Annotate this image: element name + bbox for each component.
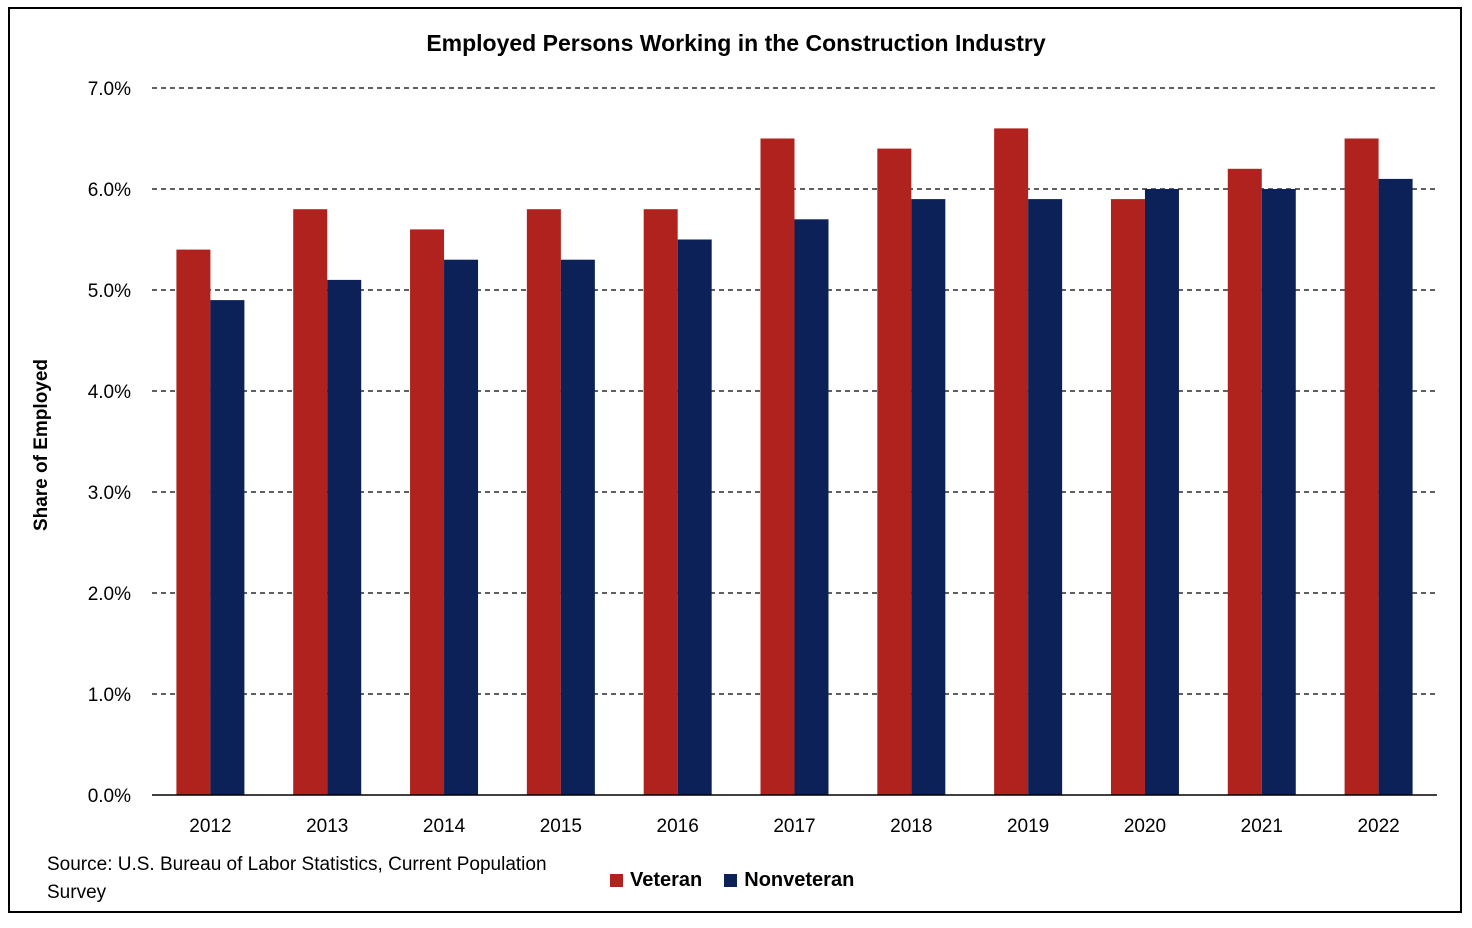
bar-veteran-2016	[643, 209, 678, 795]
bar-veteran-2022	[1344, 138, 1379, 795]
bar-nonveteran-2021	[1261, 189, 1296, 795]
bar-nonveteran-2017	[794, 219, 829, 796]
legend-item-nonveteran: Nonveteran	[724, 869, 854, 892]
y-axis-label: Share of Employed	[31, 358, 52, 532]
bar-nonveteran-2013	[327, 279, 362, 795]
y-tick-label: 1.0%	[88, 685, 131, 706]
bar-veteran-2021	[1227, 168, 1262, 796]
legend-swatch-nonveteran	[724, 874, 738, 887]
x-tick-label: 2019	[1007, 816, 1049, 837]
x-tick-labels: 2012 2013 2014 2015 2016 2017 2018 2019 2020 2021…	[189, 816, 1399, 837]
bar-nonveteran-2020	[1144, 189, 1179, 795]
bar-nonveteran-2016	[677, 239, 712, 795]
bar-nonveteran-2012	[210, 300, 245, 795]
x-tick-label: 2012	[189, 816, 231, 837]
legend-swatch-veteran	[610, 874, 623, 887]
bar-veteran-2017	[760, 138, 795, 795]
chart-title: Employed Persons Working in the Construc…	[426, 30, 1046, 56]
legend-label-veteran: Veteran	[630, 869, 703, 891]
bar-nonveteran-2014	[444, 259, 479, 795]
x-tick-label: 2015	[540, 816, 582, 837]
bar-veteran-2018	[877, 148, 912, 796]
x-tick-label: 2022	[1357, 816, 1399, 837]
source-note: Source: U.S. Bureau of Labor Statistics,…	[47, 854, 547, 903]
bar-nonveteran-2018	[911, 199, 946, 796]
x-tick-label: 2017	[773, 816, 815, 837]
x-tick-label: 2020	[1124, 816, 1166, 837]
x-tick-label: 2013	[306, 816, 348, 837]
bar-veteran-2013	[293, 209, 328, 795]
y-tick-label: 3.0%	[88, 483, 131, 504]
x-tick-label: 2016	[657, 816, 699, 837]
y-tick-label: 4.0%	[88, 382, 131, 403]
y-tick-label: 5.0%	[88, 281, 131, 302]
bar-nonveteran-2019	[1028, 199, 1063, 796]
bar-veteran-2015	[526, 209, 561, 795]
bar-veteran-2012	[176, 249, 211, 796]
x-tick-label: 2014	[423, 816, 466, 837]
bar-veteran-2020	[1110, 199, 1145, 796]
bars	[176, 128, 1413, 796]
chart-frame	[8, 7, 1462, 913]
legend-label-nonveteran: Nonveteran	[744, 869, 855, 891]
bar-veteran-2014	[410, 229, 445, 795]
bar-nonveteran-2015	[560, 259, 595, 795]
bar-nonveteran-2022	[1378, 178, 1413, 795]
y-tick-label: 7.0%	[88, 79, 131, 100]
y-tick-label: 6.0%	[88, 180, 131, 201]
x-tick-label: 2021	[1241, 816, 1283, 837]
y-tick-label: 2.0%	[88, 584, 131, 605]
legend: Veteran Nonveteran	[610, 869, 876, 892]
bar-veteran-2019	[994, 128, 1029, 795]
y-tick-label: 0.0%	[88, 786, 131, 807]
legend-item-veteran: Veteran	[610, 869, 702, 892]
x-tick-label: 2018	[890, 816, 932, 837]
y-tick-labels: 0.0% 1.0% 2.0% 3.0% 4.0% 5.0% 6.0% 7.0%	[88, 79, 131, 807]
